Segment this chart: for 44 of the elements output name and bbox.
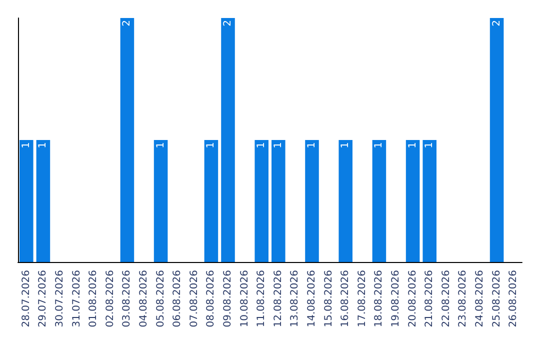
x-tick-label: 02.08.2026 (104, 270, 116, 328)
data-label: 1 (306, 142, 318, 148)
x-tick-label: 13.08.2026 (290, 270, 301, 328)
data-label: 2 (491, 20, 502, 26)
x-tick-label: 24.08.2026 (474, 270, 486, 328)
x-tick-label: 03.08.2026 (122, 270, 133, 328)
x-tick-label: 05.08.2026 (155, 270, 166, 328)
x-tick-label: 31.07.2026 (71, 270, 82, 328)
data-label: 1 (38, 142, 49, 148)
x-tick-label: 08.08.2026 (206, 270, 217, 328)
x-tick-label: 20.08.2026 (407, 270, 418, 328)
x-tick-label: 30.07.2026 (54, 270, 66, 328)
x-tick-label: 10.08.2026 (239, 270, 250, 328)
data-label: 1 (340, 142, 352, 148)
data-label: 1 (20, 142, 32, 148)
x-tick-label: 28.07.2026 (20, 270, 32, 328)
data-label: 1 (374, 142, 385, 148)
x-tick-label: 11.08.2026 (256, 270, 268, 328)
x-tick-label: 12.08.2026 (272, 270, 284, 328)
data-label: 1 (424, 142, 436, 148)
data-label: 1 (407, 142, 418, 148)
data-label: 1 (256, 142, 268, 148)
x-tick-label: 15.08.2026 (323, 270, 334, 328)
data-label: 1 (206, 142, 217, 148)
x-tick-label: 17.08.2026 (356, 270, 368, 328)
x-tick-label: 14.08.2026 (306, 270, 318, 328)
x-tick-label: 09.08.2026 (222, 270, 234, 328)
x-tick-label: 21.08.2026 (424, 270, 436, 328)
x-tick-label: 19.08.2026 (390, 270, 402, 328)
x-tick-label: 25.08.2026 (491, 270, 502, 328)
x-tick-label: 06.08.2026 (172, 270, 184, 328)
data-label: 1 (272, 142, 284, 148)
data-label: 2 (222, 20, 234, 26)
data-label: 1 (155, 142, 166, 148)
x-tick-label: 26.08.2026 (508, 270, 520, 328)
x-tick-label: 29.07.2026 (38, 270, 49, 328)
x-tick-label: 18.08.2026 (374, 270, 385, 328)
x-tick-label: 22.08.2026 (440, 270, 452, 328)
x-tick-label: 04.08.2026 (138, 270, 150, 328)
x-tick-label: 16.08.2026 (340, 270, 352, 328)
x-tick-label: 23.08.2026 (458, 270, 469, 328)
x-tick-label: 07.08.2026 (188, 270, 200, 328)
x-tick-label: 01.08.2026 (88, 270, 100, 328)
data-label: 2 (122, 20, 133, 26)
